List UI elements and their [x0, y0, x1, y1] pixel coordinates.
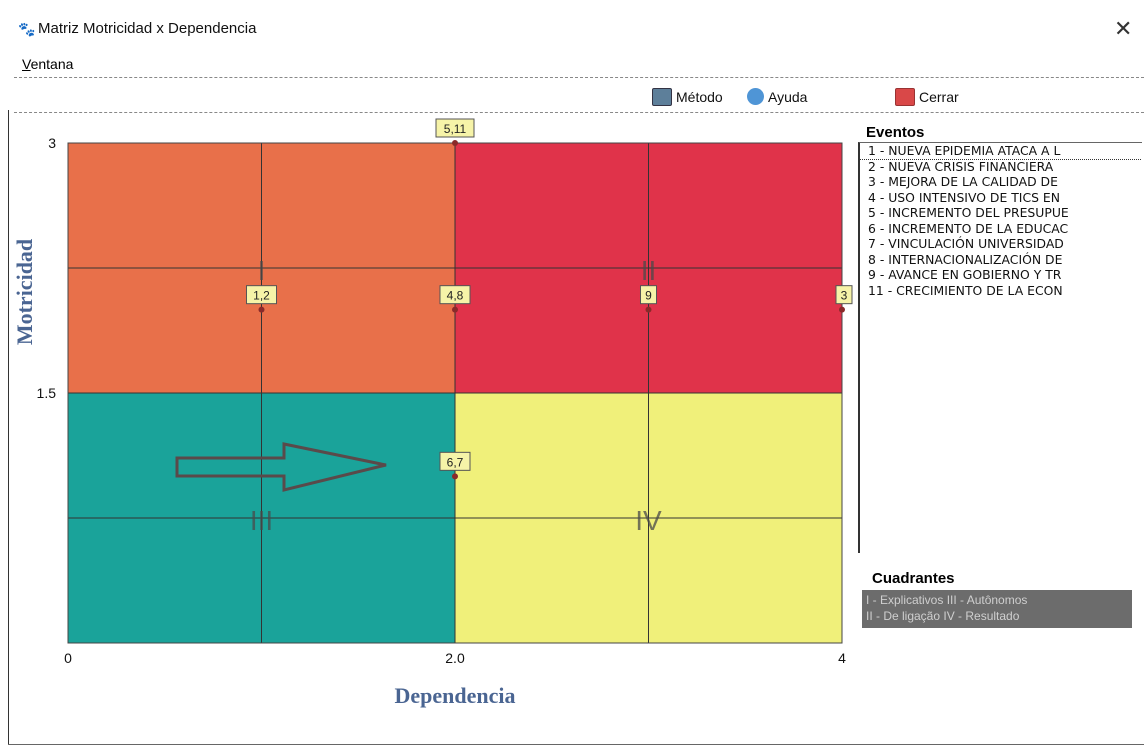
ayuda-label: Ayuda	[768, 88, 808, 105]
point-label: 6,7	[447, 455, 464, 469]
evento-item[interactable]: 9 - AVANCE EN GOBIERNO Y TR	[868, 267, 1062, 282]
quadrant-label-2: II	[641, 255, 657, 286]
quadrant-label-3: III	[250, 505, 273, 536]
point-label-box	[435, 118, 475, 138]
x-tick-label: 4	[838, 650, 846, 666]
menu-ventana-accel: V	[22, 56, 31, 72]
right-arrow-icon	[175, 442, 387, 492]
title-bar	[0, 0, 1144, 48]
evento-item[interactable]: 8 - INTERNACIONALIZACIÓN DE	[868, 251, 1063, 267]
data-point	[452, 140, 458, 146]
data-point	[452, 306, 458, 313]
close-red-icon	[895, 88, 915, 106]
evento-item[interactable]: 5 - INCREMENTO DEL PRESUPUE	[868, 205, 1069, 220]
app-paw-icon: 🐾	[18, 21, 36, 37]
quadrant-label-4: IV	[635, 505, 662, 536]
data-point	[258, 306, 265, 313]
point-label: 4,8	[447, 289, 464, 303]
ayuda-button[interactable]: Ayuda	[747, 88, 807, 105]
metodo-button[interactable]: Método	[652, 88, 723, 106]
window-close-icon[interactable]: ✕	[1114, 16, 1133, 41]
evento-item[interactable]: 7 - VINCULACIÓN UNIVERSIDAD	[868, 236, 1064, 251]
point-label: 9	[645, 289, 652, 303]
cuadrantes-line-1: I - Explicativos III - Autônomos	[866, 593, 1028, 607]
y-tick-label: 1.5	[37, 385, 57, 401]
point-label: 5,11	[444, 122, 467, 136]
evento-item[interactable]: 3 - MEJORA DE LA CALIDAD DE	[868, 174, 1058, 189]
method-icon	[652, 88, 672, 106]
point-label-box	[439, 285, 471, 305]
point-label-box	[835, 285, 853, 305]
data-point	[452, 473, 458, 480]
menu-ventana-label: entana	[30, 56, 74, 72]
point-label-box	[640, 285, 657, 305]
menu-separator	[14, 77, 1144, 78]
point-label: 1,2	[253, 289, 270, 303]
evento-item[interactable]: 2 - NUEVA CRISIS FINANCIERA	[868, 158, 1054, 174]
cuadrantes-legend: I - Explicativos III - Autônomos II - De…	[862, 590, 1132, 628]
evento-item[interactable]: 11 - CRECIMIENTO DE LA ECON	[868, 282, 1063, 298]
x-tick-label: 0	[64, 650, 72, 666]
evento-item[interactable]: 6 - INCREMENTO DE LA EDUCAC	[868, 220, 1069, 236]
metodo-label: Método	[676, 89, 723, 105]
x-tick-label: 2.0	[445, 650, 465, 666]
point-label-box	[439, 451, 471, 471]
evento-item[interactable]: 1 - NUEVA EPIDEMIA ATACA A L	[860, 143, 1142, 160]
evento-item[interactable]: 4 - USO INTENSIVO DE TICS EN	[868, 189, 1061, 205]
x-axis-title: Dependencia	[395, 683, 516, 708]
cuadrantes-title: Cuadrantes	[872, 570, 955, 587]
cerrar-button[interactable]: Cerrar	[895, 88, 959, 106]
window-bottom-border	[8, 744, 1144, 745]
help-icon	[747, 88, 764, 105]
data-point	[839, 306, 845, 313]
point-label: 3	[841, 289, 848, 303]
y-axis-title: Motricidad	[12, 239, 37, 345]
cerrar-label: Cerrar	[919, 89, 959, 105]
data-point	[645, 306, 652, 313]
toolbar-separator	[14, 112, 1144, 113]
cuadrantes-line-2: II - De ligação IV - Resultado	[866, 609, 1020, 623]
point-label-box	[246, 285, 277, 305]
quadrant-label-1: I	[258, 255, 266, 286]
menu-ventana[interactable]: Ventana	[22, 56, 73, 72]
window-left-border	[8, 110, 9, 745]
eventos-title: Eventos	[866, 124, 925, 141]
y-tick-label: 3	[48, 135, 56, 151]
window-title: Matriz Motricidad x Dependencia	[38, 20, 257, 37]
